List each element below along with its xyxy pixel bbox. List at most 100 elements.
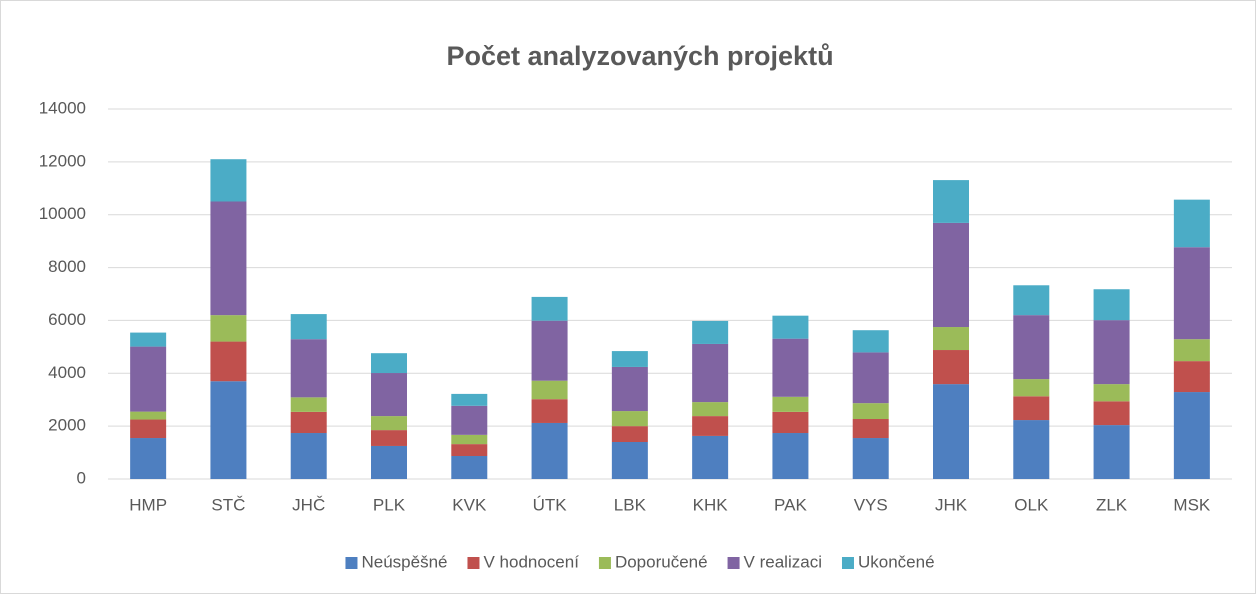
bar-segment: [1013, 285, 1050, 316]
x-tick-label: OLK: [1014, 495, 1049, 514]
bar-segment: [933, 350, 969, 385]
x-tick-label: VYS: [854, 495, 888, 514]
y-tick-label: 6000: [48, 310, 86, 329]
bar-segment: [290, 433, 327, 479]
y-tick-label: 14000: [39, 98, 86, 117]
bar-segment: [1173, 339, 1210, 362]
bar-segment: [210, 201, 247, 316]
bar-segment: [290, 397, 327, 412]
x-tick-label: PAK: [774, 495, 807, 514]
bar-segment: [371, 416, 407, 431]
bar-segment: [1173, 247, 1210, 340]
legend-swatch: [598, 557, 611, 569]
x-tick-label: ZLK: [1096, 495, 1128, 514]
x-tick-label: MSK: [1173, 495, 1211, 514]
y-tick-label: 12000: [39, 151, 86, 170]
bar-segment: [772, 411, 809, 434]
y-tick-label: 10000: [39, 204, 86, 223]
x-tick-label: HMP: [129, 495, 167, 514]
bar-segment: [531, 320, 568, 381]
bar-segment: [1093, 425, 1130, 479]
y-tick-label: 4000: [48, 363, 86, 382]
bar-segment: [692, 343, 729, 403]
x-tick-label: PLK: [373, 495, 406, 514]
bar-segment: [692, 435, 729, 479]
bar-segment: [290, 411, 327, 434]
y-tick-label: 8000: [48, 257, 86, 276]
bar-segment: [1093, 320, 1130, 385]
bar-segment: [210, 381, 247, 479]
legend-label: Ukončené: [858, 552, 935, 571]
legend-label: V hodnocení: [483, 552, 579, 571]
bar-segment: [772, 396, 809, 412]
x-tick-label: KHK: [693, 495, 729, 514]
bar-segment: [852, 403, 889, 420]
bar-segment: [531, 296, 568, 321]
bar-segment: [1173, 392, 1210, 479]
bar-segment: [692, 320, 729, 344]
bar-segment: [772, 338, 809, 397]
x-tick-label: JHK: [935, 495, 968, 514]
bar-segment: [130, 411, 167, 420]
bar-segment: [210, 341, 247, 382]
chart-title: Počet analyzovaných projektů: [446, 41, 833, 71]
x-tick-label: KVK: [452, 495, 487, 514]
bar-segment: [692, 402, 729, 417]
bar-segment: [130, 332, 167, 347]
bar-segment: [933, 222, 969, 328]
bar-segment: [611, 351, 648, 367]
x-tick-label: STČ: [211, 495, 245, 514]
x-tick-label: ÚTK: [533, 495, 568, 514]
bar-segment: [531, 422, 568, 479]
bar-segment: [1013, 420, 1050, 479]
bar-segment: [451, 444, 488, 457]
bar-segment: [290, 314, 327, 340]
bar-segment: [1013, 315, 1050, 380]
bar-segment: [210, 159, 247, 202]
bar-segment: [371, 373, 407, 417]
y-tick-label: 0: [77, 468, 86, 487]
bar-segment: [772, 433, 809, 479]
bar-segment: [1173, 199, 1210, 248]
bar-segment: [1013, 379, 1050, 397]
legend-swatch: [841, 557, 854, 569]
bar-segment: [290, 339, 327, 398]
bar-segment: [852, 438, 889, 479]
bar-segment: [210, 315, 247, 342]
bar-segment: [1093, 384, 1130, 402]
bar-segment: [933, 327, 969, 351]
bar-segment: [852, 352, 889, 404]
bar-segment: [371, 430, 407, 446]
x-tick-label: LBK: [614, 495, 647, 514]
bar-segment: [611, 442, 648, 479]
bar-segment: [611, 366, 648, 412]
bar-segment: [130, 419, 167, 439]
bar-segment: [130, 438, 167, 479]
bar-segment: [451, 405, 488, 435]
bar-segment: [451, 434, 488, 445]
bar-segment: [371, 353, 407, 374]
bar-segment: [611, 426, 648, 442]
bar-segment: [1093, 401, 1130, 426]
bar-segment: [1173, 361, 1210, 393]
legend-swatch: [727, 557, 740, 569]
bar-segment: [451, 456, 488, 479]
bar-segment: [531, 380, 568, 400]
x-tick-label: JHČ: [292, 495, 325, 514]
bar-segment: [611, 411, 648, 427]
bar-segment: [852, 330, 889, 353]
bar-segment: [1013, 396, 1050, 421]
bar-segment: [933, 384, 969, 479]
legend-swatch: [345, 557, 358, 569]
legend-label: Neúspěšné: [361, 552, 447, 571]
legend-swatch: [467, 557, 480, 569]
legend-label: Doporučené: [615, 552, 708, 571]
bar-segment: [772, 315, 809, 339]
bar-segment: [371, 445, 407, 479]
y-tick-label: 2000: [48, 416, 86, 435]
bar-segment: [933, 180, 969, 223]
bar-segment: [692, 416, 729, 436]
bar-segment: [852, 419, 889, 439]
bar-segment: [1093, 289, 1130, 321]
